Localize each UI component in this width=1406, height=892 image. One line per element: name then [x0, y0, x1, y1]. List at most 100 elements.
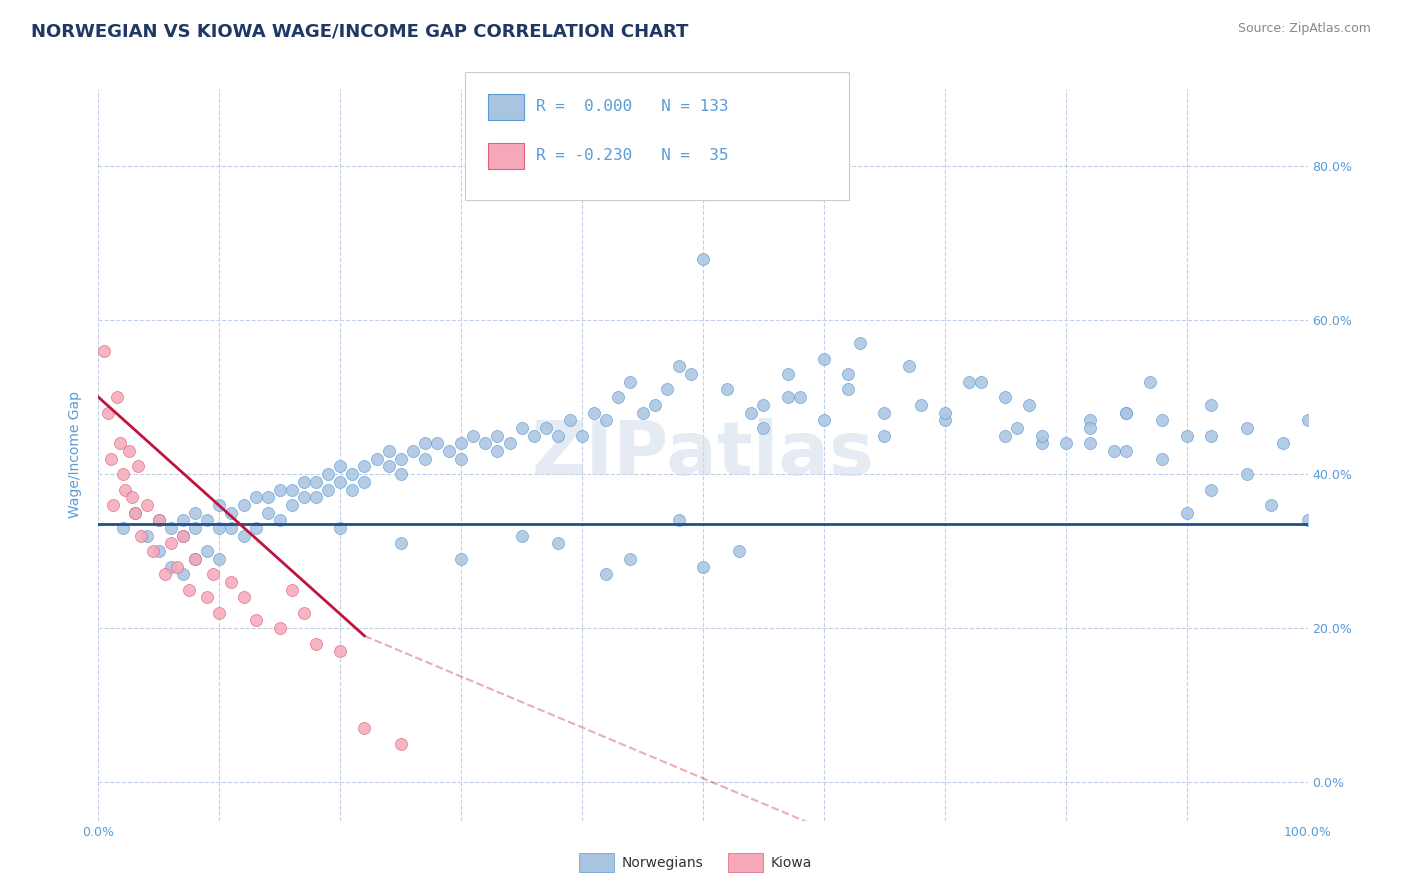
- Point: [873, 428, 896, 442]
- Point: [148, 513, 170, 527]
- Point: [127, 459, 149, 474]
- Point: [450, 451, 472, 466]
- Point: [129, 529, 152, 543]
- Point: [728, 544, 751, 558]
- Point: [366, 451, 388, 466]
- Point: [776, 367, 799, 381]
- Point: [1260, 498, 1282, 512]
- Point: [1007, 421, 1029, 435]
- Point: [1296, 413, 1319, 427]
- Point: [172, 513, 194, 527]
- Point: [547, 536, 569, 550]
- Point: [873, 406, 896, 420]
- Point: [305, 475, 328, 489]
- Point: [232, 529, 254, 543]
- Point: [1102, 444, 1125, 458]
- Point: [789, 390, 811, 404]
- Point: [813, 413, 835, 427]
- Point: [389, 737, 412, 751]
- Point: [1031, 436, 1053, 450]
- Point: [292, 606, 315, 620]
- Point: [305, 490, 328, 504]
- Text: R =  0.000   N = 133: R = 0.000 N = 133: [536, 99, 728, 113]
- Point: [1078, 421, 1101, 435]
- Point: [281, 498, 304, 512]
- Point: [184, 552, 207, 566]
- Point: [124, 506, 146, 520]
- Point: [353, 721, 375, 735]
- Point: [994, 390, 1017, 404]
- Point: [668, 513, 690, 527]
- Point: [232, 498, 254, 512]
- Text: NORWEGIAN VS KIOWA WAGE/INCOME GAP CORRELATION CHART: NORWEGIAN VS KIOWA WAGE/INCOME GAP CORRE…: [31, 22, 689, 40]
- Point: [583, 406, 606, 420]
- Point: [160, 559, 183, 574]
- Point: [463, 428, 485, 442]
- Point: [910, 398, 932, 412]
- Point: [316, 483, 339, 497]
- Point: [221, 574, 243, 589]
- Point: [934, 406, 956, 420]
- Point: [595, 567, 617, 582]
- Point: [655, 383, 678, 397]
- Point: [160, 536, 183, 550]
- Text: R = -0.230   N =  35: R = -0.230 N = 35: [536, 148, 728, 162]
- Point: [208, 552, 231, 566]
- Point: [160, 521, 183, 535]
- Point: [108, 436, 131, 450]
- Point: [849, 336, 872, 351]
- Point: [1115, 406, 1137, 420]
- Point: [752, 398, 775, 412]
- Point: [245, 614, 267, 628]
- Point: [114, 483, 136, 497]
- Point: [692, 559, 714, 574]
- Point: [377, 444, 399, 458]
- Point: [1199, 398, 1222, 412]
- Point: [105, 390, 128, 404]
- Point: [1152, 413, 1174, 427]
- Point: [166, 559, 188, 574]
- Point: [1152, 451, 1174, 466]
- Point: [202, 567, 225, 582]
- Point: [571, 428, 593, 442]
- Point: [208, 606, 231, 620]
- Point: [342, 467, 364, 482]
- Point: [195, 591, 218, 605]
- Point: [498, 436, 520, 450]
- Point: [523, 428, 546, 442]
- Point: [558, 413, 581, 427]
- Point: [353, 459, 375, 474]
- Point: [389, 536, 412, 550]
- Point: [1115, 406, 1137, 420]
- Point: [970, 375, 993, 389]
- Point: [101, 498, 124, 512]
- Point: [153, 567, 176, 582]
- Point: [474, 436, 496, 450]
- Point: [595, 413, 617, 427]
- Point: [740, 406, 762, 420]
- Point: [316, 467, 339, 482]
- Point: [1236, 421, 1258, 435]
- Point: [221, 521, 243, 535]
- Point: [195, 544, 218, 558]
- Point: [148, 544, 170, 558]
- Point: [172, 529, 194, 543]
- Point: [679, 367, 702, 381]
- Point: [148, 513, 170, 527]
- Point: [1078, 436, 1101, 450]
- Point: [208, 521, 231, 535]
- Point: [172, 529, 194, 543]
- Point: [1272, 436, 1295, 450]
- Point: [413, 436, 436, 450]
- Point: [1296, 513, 1319, 527]
- Point: [716, 383, 738, 397]
- Point: [1115, 444, 1137, 458]
- Point: [305, 636, 328, 650]
- Point: [837, 367, 859, 381]
- Point: [510, 421, 533, 435]
- Point: [897, 359, 920, 374]
- Point: [619, 552, 641, 566]
- Point: [232, 591, 254, 605]
- Point: [281, 582, 304, 597]
- Text: ZIPatlas: ZIPatlas: [531, 418, 875, 491]
